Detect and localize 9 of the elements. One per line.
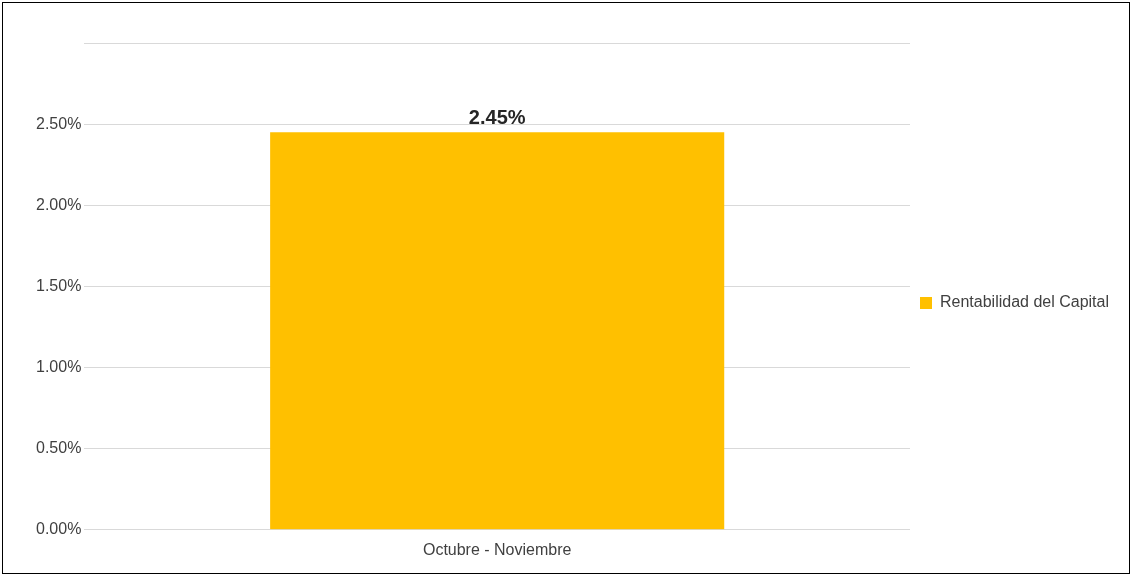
y-tick-label: 1.00% <box>35 357 82 375</box>
data-label: 2.45% <box>468 105 526 128</box>
legend-label: Rentabilidad del Capital <box>940 293 1109 311</box>
y-tick-label: 0.50% <box>35 439 82 457</box>
y-tick-label: 2.00% <box>35 195 82 213</box>
y-tick-label: 1.50% <box>35 276 82 294</box>
y-tick-label: 0.00% <box>35 520 82 538</box>
x-tick-label: Octubre - Noviembre <box>422 540 572 558</box>
y-tick-label: 2.50% <box>35 114 82 132</box>
